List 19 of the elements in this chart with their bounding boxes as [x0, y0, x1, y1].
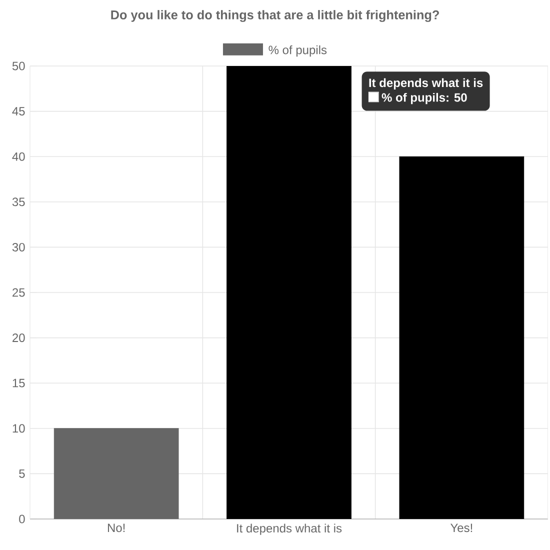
- y-tick-label: 15: [12, 378, 25, 388]
- y-tick-label: 25: [12, 288, 25, 297]
- annotation: It depends what it is: [369, 78, 483, 90]
- y-tick-label: 10: [12, 424, 25, 433]
- x-tick-label: It depends what it is: [237, 524, 342, 535]
- y-tick-label: 40: [12, 152, 25, 161]
- chart-title: Do you like to do things that are a little bit frightening?: [111, 10, 439, 22]
- y-tick-label: 45: [12, 107, 25, 116]
- x-tick-label: No!: [108, 524, 125, 532]
- annotation: % of pupils: 50: [382, 92, 467, 104]
- bar: [226, 66, 352, 520]
- y-tick-label: 5: [19, 470, 25, 478]
- y-tick-label: 35: [12, 198, 25, 206]
- y-tick-label: 20: [12, 334, 25, 342]
- y-tick-label: 30: [12, 242, 25, 252]
- y-tick-label: 0: [19, 514, 25, 524]
- legend-label: % of pupils: [268, 45, 327, 57]
- y-tick-label: 50: [12, 62, 25, 70]
- x-tick-label: Yes!: [450, 524, 472, 532]
